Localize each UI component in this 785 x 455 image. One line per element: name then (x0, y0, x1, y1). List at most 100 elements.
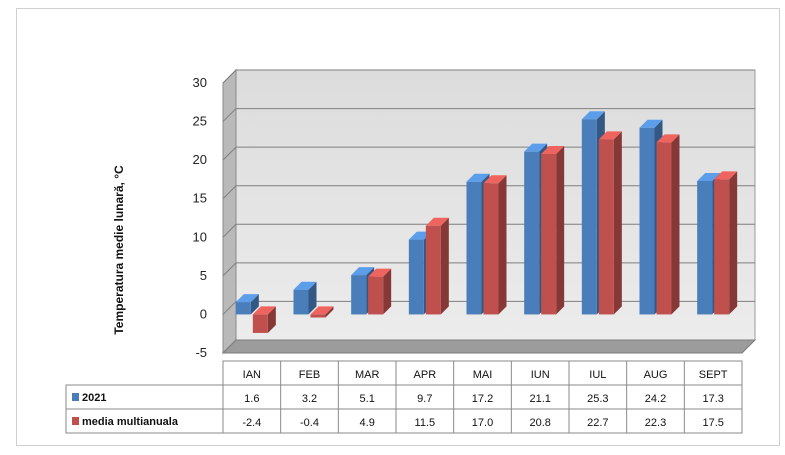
data-label: -0.4 (300, 417, 319, 429)
bar-side (498, 175, 507, 315)
data-label: 5.1 (360, 393, 375, 405)
bar-side (250, 294, 259, 315)
gridline-side (222, 146, 237, 161)
x-tick-label: IUN (531, 369, 550, 381)
y-tick-label: 30 (193, 75, 207, 90)
data-label: 11.5 (415, 417, 436, 429)
bar-front (368, 276, 384, 315)
x-tick-label: MAI (473, 369, 493, 381)
bar-front (235, 302, 251, 315)
table-row (65, 408, 743, 434)
data-label: 24.2 (645, 393, 666, 405)
bar-top (293, 281, 317, 290)
table-row (65, 384, 743, 410)
bar-top (235, 294, 259, 303)
x-tick-label: SEPT (699, 369, 728, 381)
bar-2021-ian (235, 294, 259, 315)
gridline-side (222, 223, 237, 238)
bar-top (483, 175, 507, 184)
bar-top (541, 145, 565, 154)
bar-side (671, 134, 680, 315)
data-table: IAN 1.6 -2.4 FEB 3.2 -0.4 MAR 5.1 4.9 APR 9.7 11.5 M… (65, 360, 743, 434)
y-tick-label: 0 (200, 306, 207, 321)
y-tick-label: 5 (200, 268, 207, 283)
bar-side (556, 145, 565, 315)
bar-front (252, 314, 268, 333)
x-tick-label: IUL (589, 369, 606, 381)
bar-front (639, 127, 655, 315)
x-tick-label: MAR (355, 369, 380, 381)
bar-top (697, 172, 721, 181)
data-label: 22.3 (645, 417, 666, 429)
data-label: 17.5 (702, 417, 723, 429)
bar-top (598, 131, 622, 140)
bar-top (425, 217, 449, 226)
bar-media-multianuala-sept (714, 171, 738, 315)
bar-media-multianuala-apr (425, 217, 449, 315)
bar-front (524, 151, 540, 315)
legend-swatch (72, 393, 79, 401)
data-label: 22.7 (587, 417, 608, 429)
legend-entry: media multianuala (82, 416, 179, 428)
data-label: 25.3 (587, 393, 608, 405)
bar-side (308, 281, 317, 315)
bars (235, 111, 738, 333)
bar-media-multianuala-mai (483, 175, 507, 315)
bar-front (293, 289, 309, 315)
bar-front (483, 183, 499, 315)
y-tick-label: 20 (193, 152, 207, 167)
bar-media-multianuala-ian (252, 306, 276, 333)
data-label: 3.2 (302, 393, 317, 405)
data-label: 17.3 (702, 393, 723, 405)
bar-top (656, 134, 680, 143)
y-axis-label: Temperatura medie lunară, °C (112, 165, 126, 335)
data-label: 4.9 (360, 417, 375, 429)
x-tick-label: FEB (299, 369, 320, 381)
gridline-side (222, 69, 237, 84)
y-tick-label: -5 (195, 345, 207, 360)
floor (221, 339, 757, 354)
y-tick-label: 25 (193, 114, 207, 129)
gridline-side (222, 339, 237, 354)
bar-front (351, 275, 367, 315)
bar-front (408, 239, 424, 315)
bar-media-multianuala-iul (598, 131, 622, 315)
gridline-side (222, 301, 237, 315)
bar-top (351, 267, 375, 276)
x-tick-label: APR (414, 369, 437, 381)
data-label: 9.7 (417, 393, 432, 405)
gridline-side (222, 262, 237, 277)
bar-side (267, 306, 276, 333)
bar-top (581, 111, 605, 120)
bar-top (310, 306, 334, 315)
gridline-side (222, 108, 237, 122)
gridline-side (222, 185, 237, 200)
bar-front (697, 180, 713, 315)
bar-side (729, 171, 738, 315)
data-label: 17.0 (472, 417, 493, 429)
bar-top (639, 119, 663, 128)
bar-front (581, 119, 597, 315)
bar-front (310, 314, 326, 318)
data-label: 17.2 (472, 393, 493, 405)
bar-top (252, 306, 276, 315)
bar-media-multianuala-mar (368, 268, 392, 315)
bar-side (325, 306, 334, 318)
bar-front (656, 142, 672, 315)
bar-media-multianuala-aug (656, 134, 680, 315)
side-wall (222, 68, 237, 355)
data-label: 21.1 (529, 393, 550, 405)
legend-swatch (72, 417, 79, 425)
x-tick-label: IAN (243, 369, 261, 381)
bar-top (368, 268, 392, 277)
bar-top (714, 171, 738, 180)
data-label: -2.4 (242, 417, 261, 429)
bar-side (440, 217, 449, 315)
bar-front (425, 225, 441, 315)
bar-2021-feb (293, 281, 317, 315)
bar-media-multianuala-feb (310, 306, 334, 318)
bar-side (383, 268, 392, 315)
y-axis-ticks: 30 25 20 15 10 5 0 -5 (193, 75, 207, 360)
bar-front (714, 179, 730, 315)
